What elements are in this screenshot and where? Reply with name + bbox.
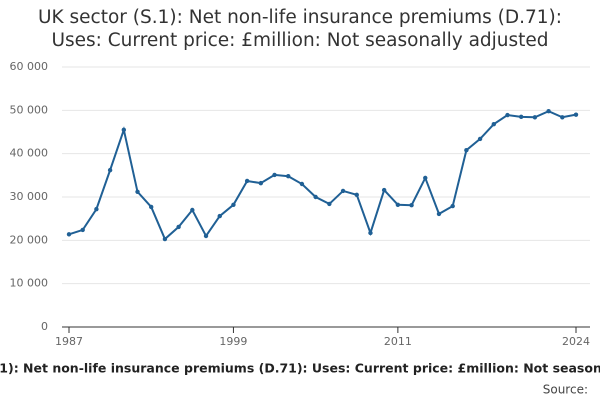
x-tick-label: 2011 xyxy=(384,335,412,348)
x-tick-label: 1987 xyxy=(55,335,83,348)
point xyxy=(450,203,455,209)
point xyxy=(409,203,414,208)
y-tick-label: 10 000 xyxy=(10,277,49,290)
point xyxy=(560,115,565,120)
y-tick-label: 40 000 xyxy=(10,147,49,160)
point xyxy=(532,115,538,120)
point xyxy=(368,230,373,236)
point xyxy=(518,114,524,120)
footer-title: UK sector (S.1): Net non-life insurance … xyxy=(0,361,600,376)
point xyxy=(381,187,387,193)
point xyxy=(203,233,209,239)
point xyxy=(354,192,359,198)
point xyxy=(477,136,483,142)
point xyxy=(80,227,85,233)
point xyxy=(258,180,264,186)
x-tick-label: 1999 xyxy=(219,335,247,348)
point xyxy=(135,189,140,194)
point xyxy=(190,207,195,213)
point xyxy=(423,175,428,181)
point xyxy=(395,202,401,207)
point xyxy=(217,213,222,219)
source-label: Source: xyxy=(543,383,588,397)
point xyxy=(505,112,510,118)
point xyxy=(66,232,72,237)
point xyxy=(313,194,318,200)
point xyxy=(121,127,127,133)
point xyxy=(436,211,442,217)
point xyxy=(286,174,291,179)
point xyxy=(491,122,496,127)
point xyxy=(464,148,469,153)
point xyxy=(162,236,168,242)
point xyxy=(107,167,113,173)
y-tick-label: 0 xyxy=(41,320,48,333)
y-tick-label: 20 000 xyxy=(10,233,49,246)
y-tick-label: 30 000 xyxy=(10,190,49,203)
point xyxy=(94,206,99,212)
chart-title: UK sector (S.1): Net non-life insurance … xyxy=(37,7,563,51)
point xyxy=(546,109,551,114)
point xyxy=(272,172,277,178)
x-tick-label: 2024 xyxy=(562,335,590,348)
point xyxy=(231,202,236,207)
y-tick-label: 60 000 xyxy=(10,60,49,73)
point xyxy=(149,204,154,210)
point xyxy=(340,188,346,194)
line xyxy=(68,110,577,241)
point xyxy=(573,112,579,117)
y-tick-label: 50 000 xyxy=(10,103,49,116)
point xyxy=(176,224,181,230)
point xyxy=(244,178,250,184)
point xyxy=(327,201,332,207)
point xyxy=(299,181,305,187)
